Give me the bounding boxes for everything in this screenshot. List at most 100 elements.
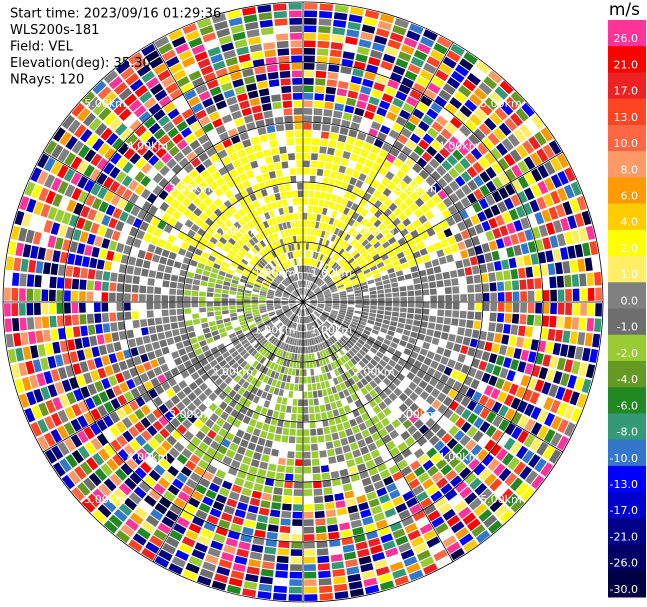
radar-cell bbox=[239, 132, 249, 141]
radar-cell bbox=[305, 339, 308, 346]
radar-cell bbox=[303, 489, 313, 496]
radar-cell bbox=[279, 342, 285, 349]
radar-cell bbox=[352, 221, 360, 229]
radar-cell bbox=[246, 375, 254, 383]
radar-cell bbox=[410, 366, 419, 375]
radar-cell bbox=[312, 251, 317, 259]
colorbar-label: -10.0 bbox=[610, 452, 638, 465]
radar-cell bbox=[338, 313, 345, 318]
radar-cell bbox=[426, 350, 435, 359]
radar-cell bbox=[203, 186, 213, 196]
radar-cell bbox=[52, 127, 66, 142]
radar-cell bbox=[358, 39, 372, 49]
radar-cell bbox=[401, 448, 412, 458]
radar-cell bbox=[464, 328, 473, 337]
radar-cell bbox=[57, 148, 70, 163]
radar-cell bbox=[238, 369, 247, 377]
radar-cell bbox=[193, 207, 203, 217]
radar-cell bbox=[318, 25, 331, 34]
radar-cell bbox=[572, 303, 580, 316]
radar-cell bbox=[117, 321, 126, 331]
radar-cell bbox=[247, 230, 255, 238]
radar-cell bbox=[479, 264, 488, 274]
radar-cell bbox=[412, 163, 423, 174]
radar-cell bbox=[307, 384, 312, 391]
radar-cell bbox=[133, 267, 142, 276]
radar-cell bbox=[280, 78, 291, 86]
radar-cell bbox=[249, 418, 257, 427]
radar-cell bbox=[108, 375, 118, 387]
radar-cell bbox=[252, 236, 259, 244]
radar-cell bbox=[157, 238, 166, 248]
radar-cell bbox=[11, 303, 19, 317]
radar-cell bbox=[232, 31, 246, 41]
radar-cell bbox=[331, 262, 338, 269]
radar-cell bbox=[241, 487, 252, 497]
radar-cell bbox=[352, 449, 362, 458]
radar-cell bbox=[450, 475, 463, 488]
radar-cell bbox=[176, 295, 184, 302]
radar-cell bbox=[337, 367, 344, 375]
radar-cell bbox=[413, 49, 428, 61]
radar-cell bbox=[57, 425, 69, 440]
radar-cell bbox=[273, 233, 279, 241]
radar-cell bbox=[215, 526, 228, 537]
radar-cell bbox=[355, 299, 362, 302]
radar-cell bbox=[467, 72, 481, 86]
radar-cell bbox=[150, 141, 162, 153]
radar-cell bbox=[153, 228, 163, 238]
radar-cell bbox=[173, 261, 182, 269]
radar-cell bbox=[435, 381, 445, 391]
radar-cell bbox=[355, 296, 362, 299]
radar-cell bbox=[284, 229, 289, 237]
radar-cell bbox=[283, 108, 293, 116]
radar-cell bbox=[297, 346, 301, 354]
radar-cell bbox=[519, 279, 527, 290]
radar-cell bbox=[377, 293, 385, 298]
radar-cell bbox=[245, 573, 259, 583]
radar-cell bbox=[264, 416, 272, 425]
radar-cell bbox=[340, 260, 347, 267]
radar-cell bbox=[330, 242, 336, 250]
radar-cell bbox=[492, 415, 503, 428]
radar-cell bbox=[255, 216, 262, 224]
radar-cell bbox=[292, 292, 298, 297]
radar-cell bbox=[328, 140, 337, 148]
radar-cell bbox=[436, 280, 444, 288]
radar-cell bbox=[199, 25, 214, 36]
radar-cell bbox=[457, 268, 465, 277]
radar-cell bbox=[357, 156, 367, 165]
radar-cell bbox=[416, 157, 428, 168]
radar-cell bbox=[163, 490, 176, 502]
radar-cell bbox=[360, 509, 372, 519]
radar-cell bbox=[32, 231, 42, 245]
radar-cell bbox=[370, 449, 381, 459]
radar-cell bbox=[43, 371, 53, 385]
radar-cell bbox=[303, 526, 315, 534]
radar-cell bbox=[324, 240, 330, 248]
radar-cell bbox=[518, 267, 526, 279]
radar-cell bbox=[252, 360, 259, 368]
radar-cell bbox=[277, 286, 285, 291]
radar-cell bbox=[84, 348, 93, 360]
radar-cell bbox=[131, 293, 139, 302]
radar-cell bbox=[321, 412, 328, 420]
radar-cell bbox=[426, 187, 436, 198]
radar-cell bbox=[391, 287, 399, 293]
radar-cell bbox=[250, 218, 258, 227]
radar-cell bbox=[436, 249, 445, 258]
radar-cell bbox=[509, 149, 522, 163]
radar-cell bbox=[131, 284, 139, 293]
radar-cell bbox=[232, 257, 240, 265]
radar-cell bbox=[268, 171, 276, 179]
radar-cell bbox=[265, 156, 273, 165]
ring-label: 3.00km bbox=[395, 182, 437, 195]
radar-cell bbox=[291, 368, 296, 376]
radar-cell bbox=[466, 426, 478, 438]
radar-cell bbox=[314, 288, 321, 294]
radar-cell bbox=[218, 75, 231, 85]
radar-cell bbox=[125, 72, 139, 86]
radar-cell bbox=[389, 32, 404, 43]
radar-cell bbox=[536, 441, 549, 456]
radar-cell bbox=[128, 51, 143, 65]
